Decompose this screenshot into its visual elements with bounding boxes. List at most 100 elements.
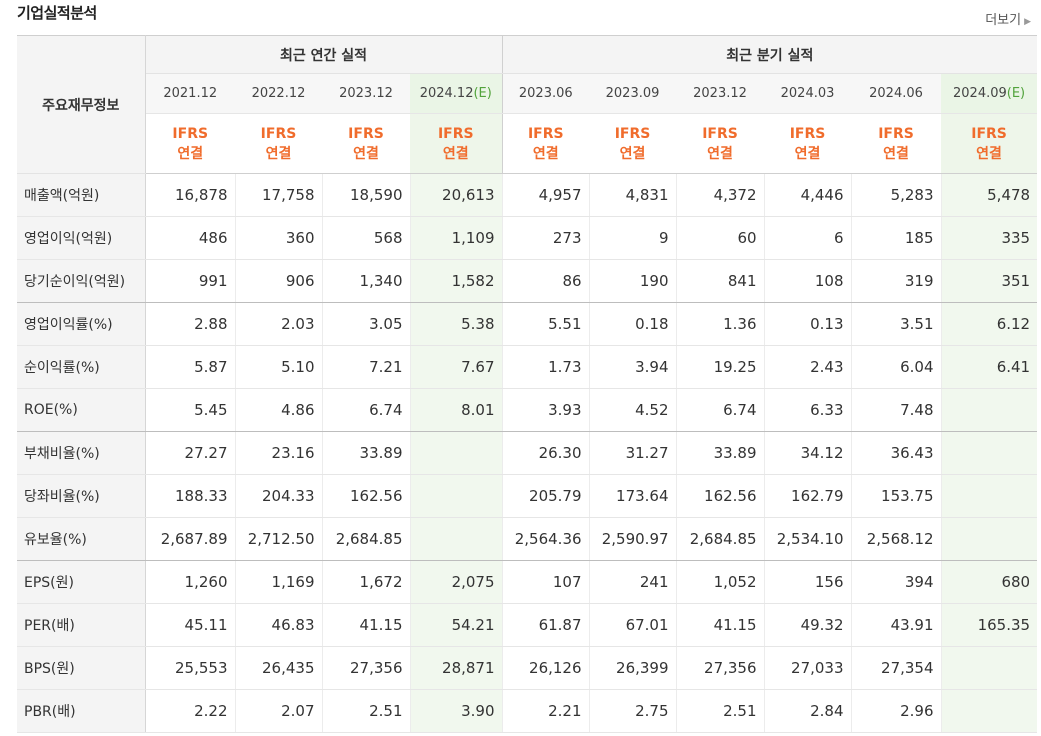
table-cell: 25,553	[144, 646, 235, 690]
table-cell: 7.48	[850, 388, 942, 432]
table-body: 매출액(억원) 16,878 17,758 18,590 20,613 4,957 4,83…	[17, 173, 1038, 733]
row-label: 부채비율(%)	[17, 431, 146, 475]
table-cell: 6.41	[940, 345, 1038, 389]
table-cell: 1,672	[321, 560, 410, 604]
table-cell: 2.51	[321, 689, 410, 733]
table-cell: 33.89	[675, 431, 765, 475]
ifrs-header: IFRS 연결	[676, 113, 765, 174]
table-cell: 41.15	[675, 603, 765, 647]
more-link[interactable]: 더보기 ▶	[985, 9, 1031, 28]
ifrs-header: IFRS 연결	[322, 113, 410, 174]
period-label: 2022.12	[251, 86, 306, 101]
table-cell: 54.21	[409, 603, 503, 647]
table-cell: 360	[234, 216, 322, 260]
table-cell: 3.05	[321, 302, 410, 346]
table-cell: 2,590.97	[588, 517, 677, 561]
ifrs-label: IFRS	[437, 125, 474, 142]
table-cell: 190	[588, 259, 677, 303]
table-row: 영업이익(억원) 486 360 568 1,109 273 9 60 6 185 335	[17, 216, 1038, 260]
table-cell: 906	[234, 259, 322, 303]
ifrs-label: IFRS	[348, 125, 384, 142]
table-cell: 6.74	[675, 388, 765, 432]
table-row: 당기순이익(억원) 991 906 1,340 1,582 86 190 841 108 319 3…	[17, 259, 1038, 303]
table-row: PER(배) 45.11 46.83 41.15 54.21 61.87 67.01 41.1…	[17, 603, 1038, 647]
row-label: 영업이익률(%)	[17, 302, 146, 346]
row-label: 순이익률(%)	[17, 345, 146, 389]
table-cell	[409, 517, 503, 561]
table-cell: 2.07	[234, 689, 322, 733]
consolidated-label: 연결	[265, 145, 292, 162]
period-header: 2024.03	[764, 73, 852, 114]
table-cell: 27,354	[850, 646, 942, 690]
table-row: 당좌비율(%) 188.33 204.33 162.56 205.79 173.64 162…	[17, 474, 1038, 518]
table-cell	[409, 431, 503, 475]
table-cell: 27,033	[763, 646, 852, 690]
table-cell: 162.56	[675, 474, 765, 518]
table-row: ROE(%) 5.45 4.86 6.74 8.01 3.93 4.52 6.74 6.33 7.…	[17, 388, 1038, 432]
period-label: 2024.03	[780, 86, 835, 101]
period-label: 2023.06	[518, 86, 573, 101]
consolidated-label: 연결	[707, 145, 733, 162]
table-cell: 20,613	[409, 173, 503, 217]
table-cell: 2,564.36	[501, 517, 590, 561]
table-cell: 34.12	[763, 431, 852, 475]
table-cell	[940, 646, 1038, 690]
table-row: 부채비율(%) 27.27 23.16 33.89 26.30 31.27 33.89 34.…	[17, 431, 1038, 475]
table-cell: 5.38	[409, 302, 503, 346]
table-cell: 165.35	[940, 603, 1038, 647]
table-cell: 188.33	[144, 474, 235, 518]
table-cell: 31.27	[588, 431, 677, 475]
table-row: 순이익률(%) 5.87 5.10 7.21 7.67 1.73 3.94 19.25 2.43…	[17, 345, 1038, 389]
period-label: 2023.09	[605, 86, 660, 101]
table-cell: 351	[940, 259, 1038, 303]
ifrs-header: IFRS 연결	[764, 113, 852, 174]
table-cell: 680	[940, 560, 1038, 604]
row-label: 유보율(%)	[17, 517, 146, 561]
more-label: 더보기	[985, 13, 1022, 28]
table-cell: 2.03	[234, 302, 322, 346]
table-cell: 16,878	[144, 173, 235, 217]
table-cell: 7.67	[409, 345, 503, 389]
period-header: 2023.06	[501, 73, 590, 114]
table-cell: 2,534.10	[763, 517, 852, 561]
table-cell: 0.18	[588, 302, 677, 346]
table-cell: 5,478	[940, 173, 1038, 217]
ifrs-header: IFRS 연결	[235, 113, 322, 174]
row-label: BPS(원)	[17, 646, 146, 690]
consolidated-label: 연결	[442, 145, 469, 162]
table-cell: 5.51	[501, 302, 590, 346]
ifrs-label: IFRS	[260, 125, 297, 142]
table-cell: 19.25	[675, 345, 765, 389]
table-cell: 1,582	[409, 259, 503, 303]
table-cell: 2,684.85	[321, 517, 410, 561]
section-title: 기업실적분석	[17, 4, 97, 22]
row-label: 당좌비율(%)	[17, 474, 146, 518]
table-cell: 33.89	[321, 431, 410, 475]
table-cell: 153.75	[850, 474, 942, 518]
table-cell: 17,758	[234, 173, 322, 217]
table-cell: 5.45	[144, 388, 235, 432]
table-cell: 4,957	[501, 173, 590, 217]
table-cell: 486	[144, 216, 235, 260]
table-cell	[940, 474, 1038, 518]
chevron-right-icon: ▶	[1024, 17, 1031, 27]
table-row: 매출액(억원) 16,878 17,758 18,590 20,613 4,957 4,83…	[17, 173, 1038, 217]
estimate-tag: (E)	[473, 86, 492, 101]
corner-header: 주요재무정보	[17, 35, 146, 174]
table-row: EPS(원) 1,260 1,169 1,672 2,075 107 241 1,052 156…	[17, 560, 1038, 604]
table-cell: 23.16	[234, 431, 322, 475]
table-cell: 107	[501, 560, 590, 604]
table-cell: 7.21	[321, 345, 410, 389]
ifrs-label: IFRS	[172, 125, 209, 142]
table-cell: 4.86	[234, 388, 322, 432]
table-cell	[409, 474, 503, 518]
annual-group-header: 최근 연간 실적	[145, 35, 503, 74]
table-cell: 5.10	[234, 345, 322, 389]
ifrs-header: IFRS 연결	[410, 113, 503, 174]
table-cell: 27.27	[144, 431, 235, 475]
table-cell: 2,684.85	[675, 517, 765, 561]
table-cell: 2.75	[588, 689, 677, 733]
table-cell: 41.15	[321, 603, 410, 647]
table-cell: 28,871	[409, 646, 503, 690]
table-cell: 1,109	[409, 216, 503, 260]
